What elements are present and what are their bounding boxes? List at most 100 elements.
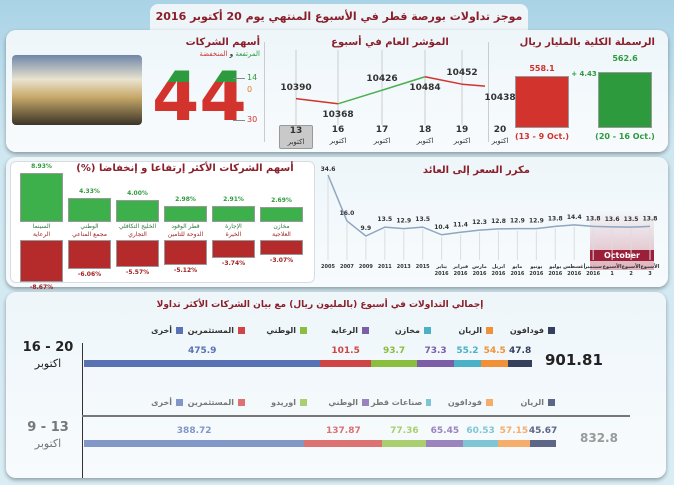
- trading-panel: [6, 292, 666, 478]
- legend-label: المستثمرين: [187, 326, 234, 335]
- legend-item: المستثمرين: [185, 398, 245, 407]
- cap-prev-value: 558.1: [529, 64, 555, 73]
- legend-swatch: [238, 327, 245, 334]
- index-value-label: 10438: [484, 93, 516, 104]
- gainer-name: قطر الوقود: [171, 223, 200, 230]
- down-count: 30: [247, 115, 258, 124]
- pe-value-label: 34.6: [321, 166, 336, 173]
- trading-segment: [320, 360, 371, 367]
- index-date-month: اكتوبر: [287, 138, 305, 146]
- index-date-17[interactable]: 17 اكتوبر: [365, 125, 399, 149]
- pe-category-label: 2016: [492, 271, 506, 277]
- legend-swatch: [300, 327, 307, 334]
- index-date-13[interactable]: 13 اكتوبر: [279, 125, 313, 149]
- index-date-day: 13: [289, 126, 303, 136]
- pe-category-label: 3: [648, 271, 652, 277]
- pe-value-label: 12.8: [491, 218, 506, 225]
- index-date-month: اكتوبر: [453, 137, 471, 145]
- trading-value: 101.5: [331, 346, 360, 356]
- gainer-pct: 8.93%: [31, 162, 52, 170]
- index-date-16[interactable]: 16 اكتوبر: [321, 125, 355, 149]
- legend-label: مخازن: [394, 326, 420, 335]
- legend-item: الوطني: [309, 398, 369, 407]
- legend-label: الريان: [458, 326, 482, 335]
- loser-name: التجاري: [128, 231, 147, 238]
- legend-item: الرعاية: [309, 326, 369, 335]
- week-range: 9 - 13: [27, 420, 69, 435]
- loser-pct: -8.67%: [29, 283, 54, 291]
- pe-category-label: أغسطس: [563, 263, 585, 270]
- pe-category-label: يونيو: [529, 264, 542, 270]
- legend-item: المستثمرين: [185, 326, 245, 335]
- pe-value-label: 12.9: [529, 218, 544, 225]
- gainer-pct: 2.91%: [223, 195, 244, 203]
- index-date-day: 18: [418, 125, 432, 135]
- trading-value: 55.2: [456, 346, 479, 356]
- trading-segment: [382, 440, 427, 447]
- index-date-19[interactable]: 19 اكتوبر: [445, 125, 479, 149]
- legend-swatch: [300, 399, 307, 406]
- pe-category-label: مارس: [472, 264, 487, 270]
- gainer-name: الإجارة: [225, 223, 242, 230]
- loser-bar: [260, 240, 303, 255]
- pe-category-label: سبتمبر: [583, 264, 602, 270]
- unchanged-count: 0: [247, 85, 253, 94]
- loser-bar: [164, 240, 207, 265]
- loser-pct: -6.06%: [77, 271, 102, 279]
- loser-pct: -3.07%: [269, 256, 294, 264]
- trading-segment: [370, 360, 418, 367]
- index-date-18[interactable]: 18 اكتوبر: [408, 125, 442, 149]
- trading-value: 475.9: [187, 346, 217, 356]
- companies-subtitle: المرتفعة و المنخفضة: [150, 50, 260, 58]
- index-date-20[interactable]: 20 اكتوبر: [483, 125, 517, 149]
- legend-item: فودافون: [495, 326, 555, 335]
- index-line-segment: [461, 83, 485, 87]
- gainer-bar: [68, 198, 111, 222]
- exchange-photo: [12, 55, 142, 125]
- week-month: اكتوبر: [34, 357, 62, 370]
- trading-segment: [453, 360, 482, 367]
- loser-bar: [20, 240, 63, 282]
- legend-swatch: [548, 327, 555, 334]
- gainer-bar: [212, 205, 255, 222]
- trading-segment: [530, 440, 556, 447]
- legend-label: الرعاية: [330, 326, 358, 335]
- trading-segment: [426, 440, 464, 447]
- index-date-month: اكتوبر: [416, 137, 434, 145]
- companies-total: 44: [152, 58, 247, 137]
- trading-value: 54.5: [483, 346, 506, 356]
- up-word: المرتفعة: [235, 50, 260, 58]
- index-date-day: 20: [493, 125, 507, 135]
- cap-title: الرسملة الكلية بالمليار ريال: [519, 37, 655, 48]
- loser-bar: [68, 240, 111, 270]
- trading-value: 47.8: [509, 346, 532, 356]
- page-title: موجز تداولات بورصة قطر في الأسبوع المنته…: [150, 4, 528, 30]
- up-count: 14: [247, 73, 258, 82]
- legend-item: اوريدو: [247, 398, 307, 407]
- legend-item: الوطني: [247, 326, 307, 335]
- legend-label: اوريدو: [271, 398, 296, 407]
- legend-item: صناعات قطر: [371, 398, 431, 407]
- pe-category-label: الأسبوع: [622, 263, 641, 270]
- index-date-month: اكتوبر: [373, 137, 391, 145]
- week-month: اكتوبر: [34, 437, 62, 450]
- pe-category-label: 2013: [397, 264, 411, 270]
- legend-swatch: [176, 399, 183, 406]
- pe-line: [327, 174, 651, 237]
- pe-chart: 34.6 2005 16.0 2007 9.9 2009 13.5 2011 12.9 2013 1…: [321, 166, 660, 277]
- pe-category-label: ابريل: [492, 264, 505, 270]
- cap-curr-bar: [598, 71, 652, 128]
- pe-category-label: الأسبوع: [641, 263, 660, 270]
- pe-title: مكرر السعر إلى العائد: [422, 165, 530, 176]
- legend-label: المستثمرين: [187, 398, 234, 407]
- legend-label: الريان: [520, 398, 544, 407]
- trading-value: 65.45: [430, 426, 460, 436]
- legend-swatch: [548, 399, 555, 406]
- trading-segment: [84, 360, 321, 367]
- cap-prev-label: (13 - 9 Oct.): [514, 132, 570, 141]
- week-total: 832.8: [580, 431, 618, 445]
- loser-name: مجمع المناعي: [72, 231, 107, 238]
- index-line-segment: [381, 76, 426, 91]
- index-chart: [295, 50, 485, 125]
- trading-value: 137.87: [326, 426, 361, 436]
